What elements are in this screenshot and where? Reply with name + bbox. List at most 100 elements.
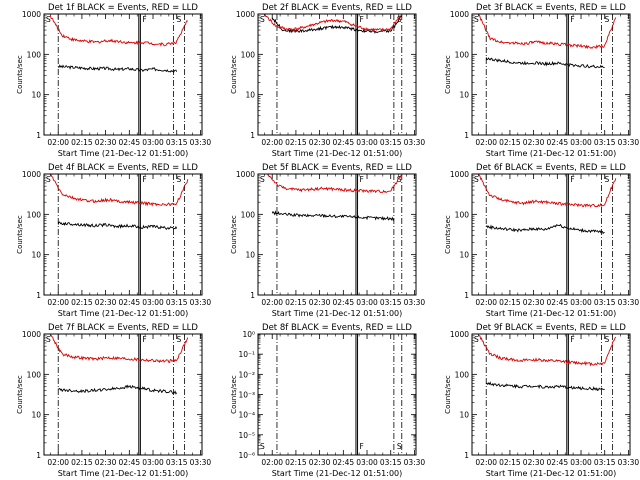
flare-label: F [360,15,364,24]
panel-det-6: Det 6f BLACK = Events, RED = LLD Counts/s… [444,163,639,318]
series-events [485,57,605,69]
y-axis-label: Counts/sec [230,215,238,254]
plot-frame [257,13,417,136]
y-tick-label: 10⁻⁴ [238,411,255,420]
flare-label: F [142,175,146,184]
x-axis-label: Start Time (21-Dec-12 01:51:00) [58,149,189,158]
x-tick-label: 03:30 [190,298,212,307]
panel-det-5: Det 5f BLACK = Events, RED = LLD Counts/s… [230,163,425,318]
saa-label: S [397,175,402,184]
x-tick-label: 02:00 [47,298,69,307]
panel-det-8: Det 8f BLACK = Events, RED = LLD Counts/s… [230,323,425,478]
y-tick-label: 10 [459,91,469,100]
panel-det-7: Det 7f BLACK = Events, RED = LLD Counts/s… [16,323,211,478]
y-tick-label: 1 [464,291,469,300]
panel-det-2: Det 2f BLACK = Events, RED = LLD Counts/s… [230,3,425,158]
x-tick-label: 02:15 [71,138,93,147]
x-tick-label: 03:00 [570,138,592,147]
saa-label: S [260,175,265,184]
x-tick-label: 03:30 [404,298,426,307]
x-tick-label: 02:45 [547,138,569,147]
panel-title: Det 3f BLACK = Events, RED = LLD [476,3,626,13]
plot-frame [257,173,417,296]
flare-label: F [142,15,146,24]
x-tick-label: 02:15 [499,458,521,467]
x-tick-label: 02:45 [119,298,141,307]
panel-title: Det 4f BLACK = Events, RED = LLD [48,163,198,173]
x-tick-label: 02:45 [119,458,141,467]
x-tick-label: 02:30 [523,458,545,467]
x-tick-label: 02:00 [475,298,497,307]
series-lld [478,174,617,208]
y-tick-label: 1000 [22,10,41,19]
y-tick-label: 10⁻¹ [238,350,255,359]
series-lld [264,14,403,32]
plot-frame [257,333,417,456]
saa-label: S [474,15,479,24]
x-tick-label: 02:00 [261,458,283,467]
panel-title: Det 2f BLACK = Events, RED = LLD [262,3,412,13]
x-tick-label: 02:15 [285,458,307,467]
flare-label: F [360,442,364,451]
saa-label: S [260,442,265,451]
x-tick-label: 02:00 [475,138,497,147]
x-tick-label: 03:00 [142,298,164,307]
x-tick-label: 03:30 [618,458,640,467]
x-tick-label: 03:15 [380,138,402,147]
saa-label: S [260,15,265,24]
flare-label: F [360,175,364,184]
saa-label: S [46,175,51,184]
y-tick-label: 10 [245,251,255,260]
series-events [485,223,605,235]
y-tick-label: 10 [459,251,469,260]
y-axis-label: Counts/sec [16,215,24,254]
panel-title: Det 9f BLACK = Events, RED = LLD [476,323,626,333]
x-tick-label: 02:00 [47,138,69,147]
x-tick-label: 02:00 [261,138,283,147]
panel-det-4: Det 4f BLACK = Events, RED = LLD Counts/s… [16,163,211,318]
x-axis-label: Start Time (21-Dec-12 01:51:00) [272,309,403,318]
x-tick-label: 02:30 [309,458,331,467]
saa-label: S [177,15,182,24]
x-tick-label: 02:45 [547,298,569,307]
flare-label: F [570,175,574,184]
series-events [57,221,178,230]
y-tick-label: 10⁻⁵ [238,431,255,440]
x-tick-label: 03:15 [594,138,616,147]
y-axis-label: Counts/sec [16,55,24,94]
series-events [271,210,395,222]
saa-label: S [605,15,610,24]
saa-label: S [46,15,51,24]
panel-det-3: Det 3f BLACK = Events, RED = LLD Counts/s… [444,3,639,158]
plot-frame [471,173,631,296]
x-tick-label: 03:00 [142,458,164,467]
y-tick-label: 1000 [450,170,469,179]
x-tick-label: 03:30 [618,138,640,147]
x-tick-label: 02:15 [499,298,521,307]
x-tick-label: 02:30 [523,138,545,147]
x-tick-label: 03:00 [570,458,592,467]
x-tick-label: 03:00 [142,138,164,147]
y-tick-label: 1000 [450,330,469,339]
saa-label: S [177,175,182,184]
y-tick-label: 1000 [236,10,255,19]
x-tick-label: 03:00 [570,298,592,307]
y-tick-label: 10⁻² [238,370,255,379]
x-tick-label: 02:30 [309,138,331,147]
x-tick-label: 03:15 [594,298,616,307]
x-tick-label: 02:45 [333,458,355,467]
x-tick-label: 03:15 [380,298,402,307]
x-tick-label: 02:00 [47,458,69,467]
y-tick-label: 10 [459,411,469,420]
x-tick-label: 03:15 [166,298,188,307]
y-tick-label: 1000 [236,170,255,179]
x-tick-label: 03:30 [404,138,426,147]
saa-label: S [397,442,402,451]
x-axis-label: Start Time (21-Dec-12 01:51:00) [486,149,617,158]
series-events [58,64,178,74]
plot-frame [43,173,203,296]
panel-title: Det 1f BLACK = Events, RED = LLD [48,3,198,13]
y-axis-label: Counts/sec [444,215,452,254]
series-lld [267,174,403,194]
